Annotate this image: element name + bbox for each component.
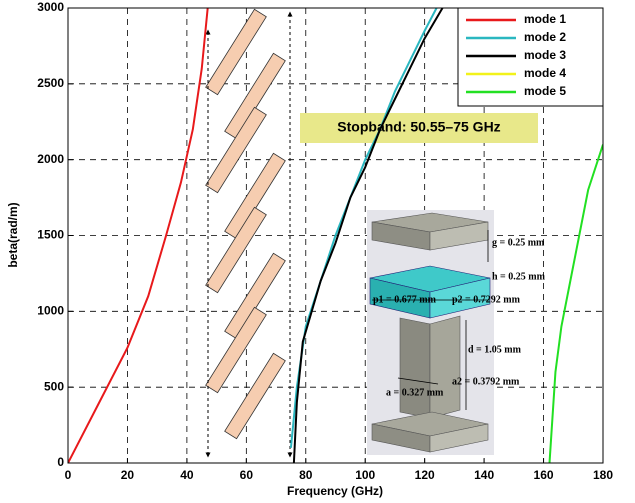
dim-label: a2 = 0.3792 mm (452, 376, 520, 387)
legend-label: mode 1 (524, 12, 566, 26)
stopband-label: Stopband: 50.55–75 GHz (337, 119, 500, 135)
dim-label: p2 = 0.7292 mm (452, 294, 521, 305)
x-tick-label: 160 (534, 468, 554, 482)
y-axis-label: beta(rad/m) (6, 202, 20, 267)
x-tick-label: 80 (299, 468, 313, 482)
y-tick-label: 2500 (37, 76, 64, 90)
pillar (400, 318, 430, 418)
chart: Stopband: 50.55–75 GHz g = 0.25 mm h = 0… (0, 0, 635, 503)
legend-label: mode 2 (524, 30, 566, 44)
x-tick-label: 20 (121, 468, 135, 482)
x-tick-label: 0 (65, 468, 72, 482)
y-tick-label: 1000 (37, 304, 64, 318)
y-tick-label: 1500 (37, 228, 64, 242)
x-tick-label: 140 (474, 468, 494, 482)
pillar (430, 316, 460, 418)
x-axis-label: Frequency (GHz) (287, 484, 383, 498)
legend-label: mode 4 (524, 66, 566, 80)
x-tick-label: 40 (180, 468, 194, 482)
dim-label: d = 1.05 mm (468, 344, 522, 355)
dim-label: g = 0.25 mm (492, 237, 545, 248)
dim-label: p1 = 0.677 mm (373, 294, 437, 305)
x-tick-label: 180 (593, 468, 613, 482)
y-tick-label: 500 (44, 379, 64, 393)
dim-label: a = 0.327 mm (386, 387, 444, 398)
legend-label: mode 3 (524, 48, 566, 62)
dim-label: h = 0.25 mm (492, 271, 546, 282)
x-tick-label: 120 (415, 468, 435, 482)
y-tick-label: 0 (57, 455, 64, 469)
y-tick-label: 2000 (37, 152, 64, 166)
x-tick-label: 100 (355, 468, 375, 482)
legend-label: mode 5 (524, 84, 566, 98)
x-tick-label: 60 (240, 468, 254, 482)
y-tick-label: 3000 (37, 0, 64, 14)
